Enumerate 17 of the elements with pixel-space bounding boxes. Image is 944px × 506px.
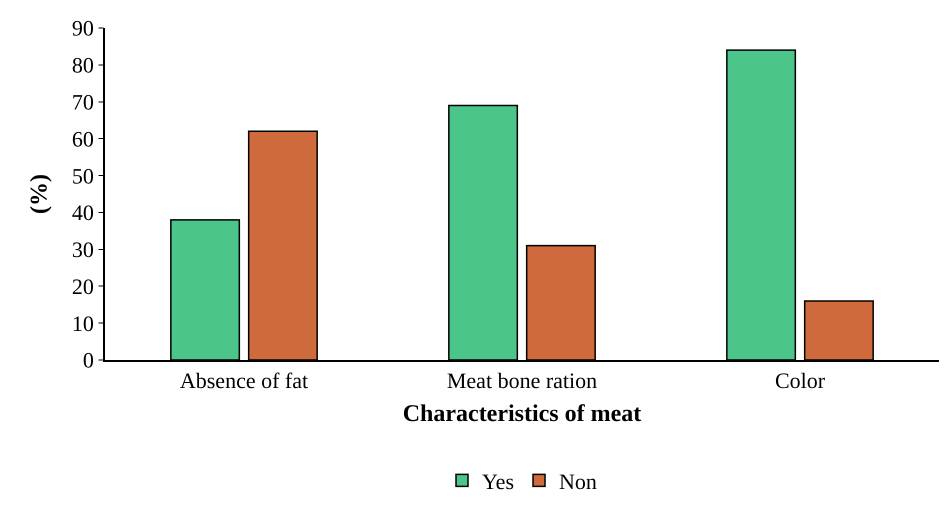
y-tick-label: 0 xyxy=(82,348,94,373)
x-axis-title: Characteristics of meat xyxy=(402,400,642,427)
y-tick-label: 90 xyxy=(72,16,94,41)
y-tick-label: 10 xyxy=(72,310,94,336)
legend-label: Non xyxy=(559,468,597,494)
y-tick-label: 30 xyxy=(72,237,94,262)
legend-label: Yes xyxy=(482,468,514,494)
x-tick-label: Absence of fat xyxy=(180,368,308,394)
y-tick-label: 40 xyxy=(72,200,94,226)
y-axis-title: (%) xyxy=(26,174,52,214)
x-tick-label: Meat bone ration xyxy=(446,368,598,394)
y-tick-label: 50 xyxy=(72,163,94,188)
y-tick-label: 20 xyxy=(72,274,94,299)
x-tick-label: Color xyxy=(774,368,826,394)
y-tick-label: 70 xyxy=(72,89,94,114)
y-tick-label: 80 xyxy=(72,52,94,78)
y-tick-label: 60 xyxy=(72,126,94,152)
